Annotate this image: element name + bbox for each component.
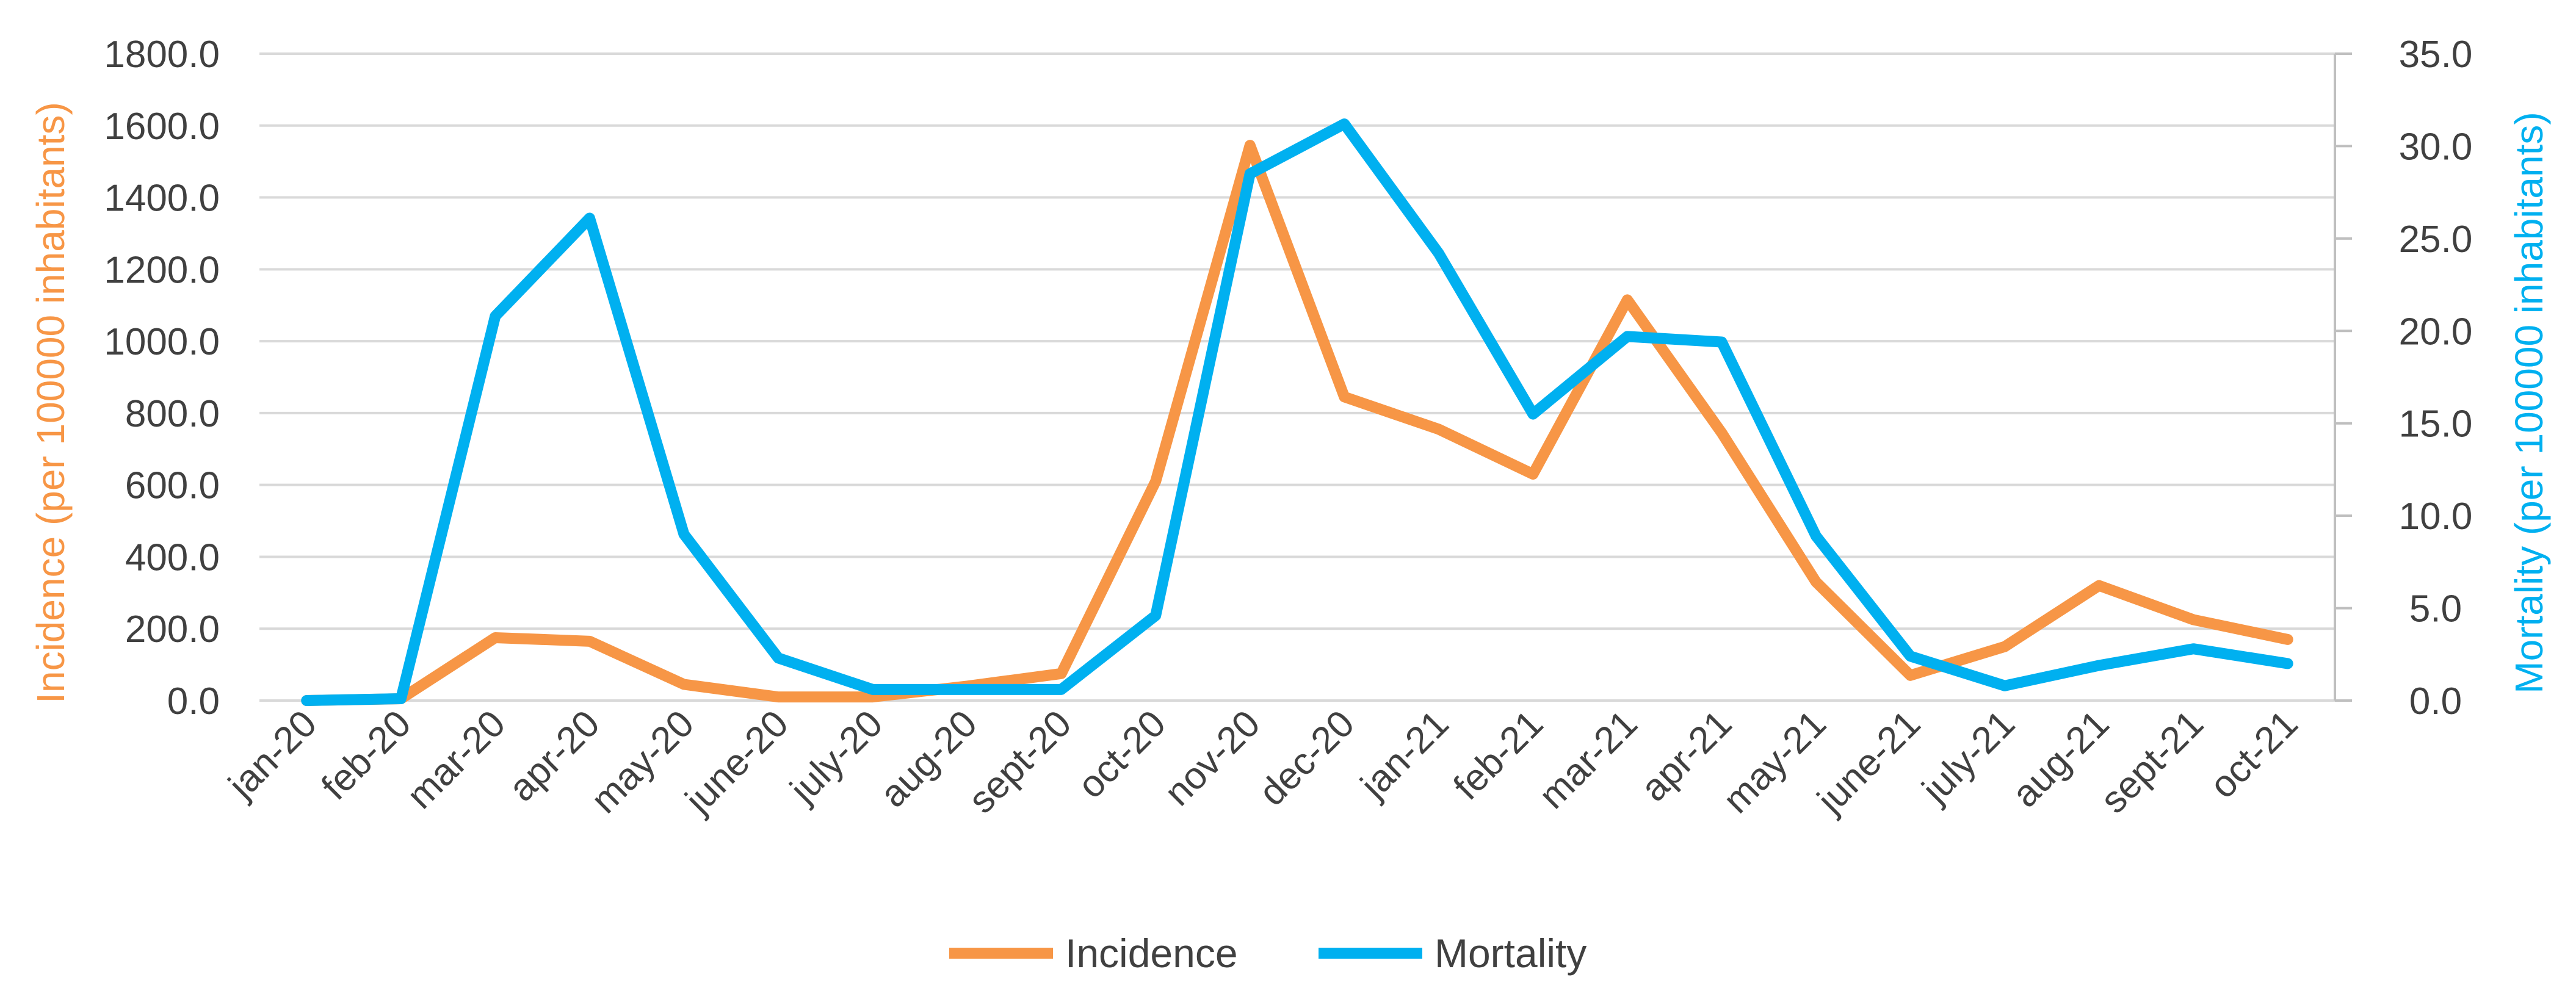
right-tick-label: 10.0 [2399,496,2473,538]
left-tick-label: 1600.0 [104,106,220,148]
left-tick-label: 1000.0 [104,321,220,363]
x-axis-tick-labels: jan-20feb-20mar-20apr-20may-20june-20jul… [220,702,2306,822]
left-tick-label: 200.0 [125,608,220,651]
x-tick-label: july-21 [1914,702,2023,812]
series-line-incidence [301,140,2293,706]
x-tick-label: june-21 [1809,702,1928,822]
series-layer [301,118,2293,706]
right-axis [2334,52,2352,702]
x-tick-label: nov-20 [1157,702,1268,814]
right-axis-tick-labels: 0.0 5.0 10.0 15.0 20.0 25.0 30.0 35.0 [2399,34,2473,723]
left-tick-label: 1800.0 [104,34,220,76]
left-tick-label: 1400.0 [104,178,220,220]
right-tick-label: 15.0 [2399,403,2473,445]
legend: Incidence Mortality [949,931,1586,976]
left-axis-title: Incidence (per 100000 inhabitants) [29,102,73,704]
left-axis-tick-labels: 0.0 200.0 400.0 600.0 800.0 1000.0 1200.0 1400.… [104,34,220,723]
left-tick-label: 1200.0 [104,249,220,291]
left-tick-label: 0.0 [167,680,220,723]
series-line-mortality [301,118,2293,706]
legend-label-mortality: Mortality [1435,931,1586,976]
x-tick-label: may-21 [1715,702,1834,821]
x-tick-label: sept-21 [2093,702,2212,821]
x-tick-label: sept-20 [961,702,1080,821]
x-tick-label: june-20 [676,702,796,822]
left-tick-label: 600.0 [125,465,220,507]
right-tick-label: 30.0 [2399,126,2473,168]
right-tick-label: 20.0 [2399,311,2473,353]
right-tick-label: 0.0 [2409,680,2462,723]
x-tick-label: jan-20 [220,702,325,807]
x-tick-label: mar-20 [399,702,514,817]
x-tick-label: jan-21 [1352,702,1457,807]
right-tick-label: 35.0 [2399,34,2473,76]
x-tick-label: mar-21 [1531,702,1646,817]
right-tick-label: 5.0 [2409,588,2462,630]
right-axis-title: Mortality (per 100000 inhabitants) [2507,112,2551,693]
left-tick-label: 800.0 [125,393,220,435]
legend-label-incidence: Incidence [1065,931,1238,976]
left-tick-label: 400.0 [125,536,220,578]
x-tick-label: dec-20 [1251,702,1362,814]
right-tick-label: 25.0 [2399,218,2473,261]
x-tick-label: july-20 [781,702,891,812]
x-tick-label: may-20 [583,702,702,821]
x-tick-label: oct-20 [1069,702,1174,807]
x-tick-label: oct-21 [2202,702,2306,807]
